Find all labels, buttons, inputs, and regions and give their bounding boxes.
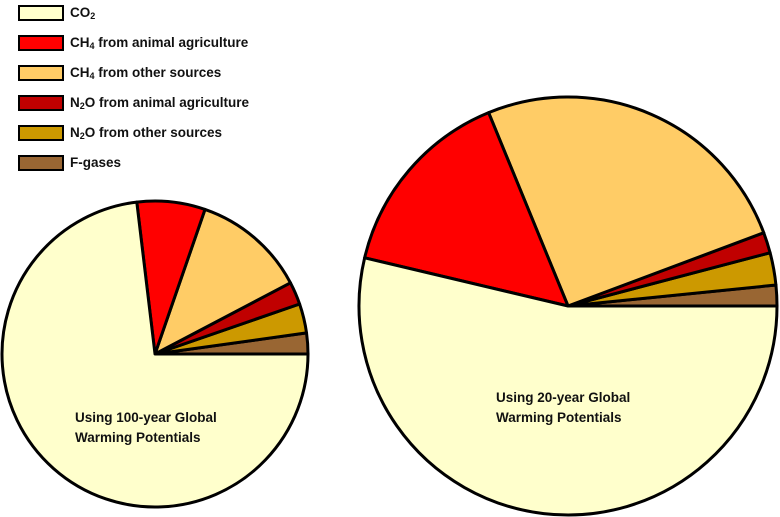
legend-item-ch4-animal: CH4 from animal agriculture bbox=[18, 34, 248, 52]
legend-item-f-gases: F-gases bbox=[18, 154, 121, 172]
legend-swatch-n2o-other bbox=[18, 125, 64, 141]
caption-20-year-line1: Using 20-year Global bbox=[496, 390, 631, 405]
legend-label-n2o-animal: N2O from animal agriculture bbox=[70, 95, 250, 111]
legend-swatch-ch4-animal bbox=[18, 35, 64, 51]
legend-label-f-gases: F-gases bbox=[70, 155, 122, 170]
pie-slice-co2 bbox=[0, 200, 310, 509]
caption-100-year-line2: Warming Potentials bbox=[75, 430, 201, 445]
legend-label-co2: CO2 bbox=[70, 5, 96, 21]
pie-chart-20-year bbox=[357, 95, 779, 517]
pie-slice-ch4-from-animal-agriculture bbox=[363, 111, 570, 308]
legend-swatch-ch4-other bbox=[18, 65, 64, 81]
legend-item-ch4-other: CH4 from other sources bbox=[18, 64, 221, 82]
legend-label-ch4-animal: CH4 from animal agriculture bbox=[70, 35, 249, 51]
legend-label-ch4-other: CH4 from other sources bbox=[70, 65, 222, 81]
pie-slice-co2 bbox=[357, 256, 779, 517]
caption-100-year-line1: Using 100-year Global bbox=[75, 410, 217, 425]
caption-20-year: Using 20-year Global Warming Potentials bbox=[496, 388, 630, 428]
caption-100-year: Using 100-year Global Warming Potentials bbox=[75, 408, 217, 448]
pie-slice-ch4-from-other-sources bbox=[153, 207, 292, 356]
legend-item-co2: CO2 bbox=[18, 4, 95, 22]
caption-20-year-line2: Warming Potentials bbox=[496, 410, 622, 425]
pie-chart-100-year bbox=[0, 199, 310, 509]
pie-slice-ch4-from-other-sources bbox=[487, 95, 766, 308]
legend-swatch-n2o-animal bbox=[18, 95, 64, 111]
legend-swatch-f-gases bbox=[18, 155, 64, 171]
legend-item-n2o-animal: N2O from animal agriculture bbox=[18, 94, 249, 112]
legend-item-n2o-other: N2O from other sources bbox=[18, 124, 222, 142]
legend-swatch-co2 bbox=[18, 5, 64, 21]
legend-label-n2o-other: N2O from other sources bbox=[70, 125, 223, 141]
